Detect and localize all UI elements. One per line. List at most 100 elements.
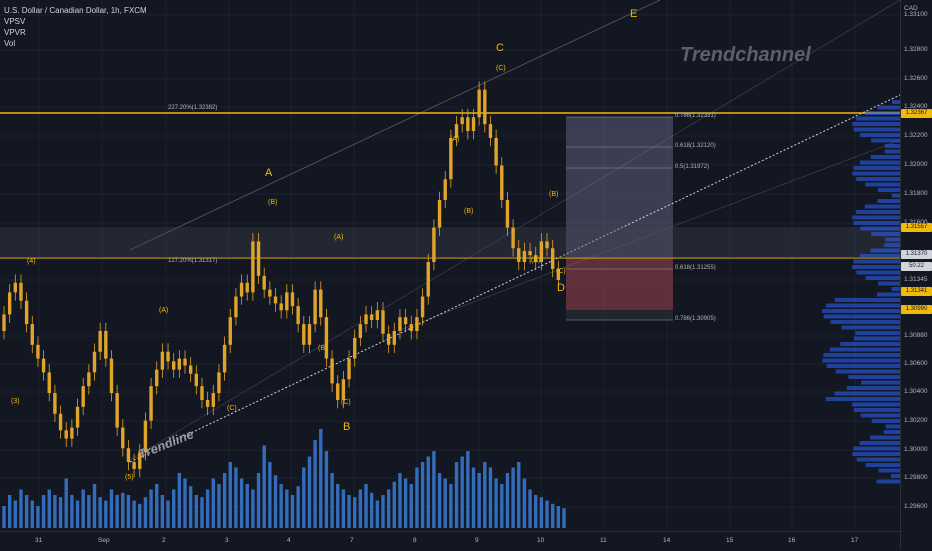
candle-body (488, 124, 493, 138)
position-zone-bottom (566, 258, 673, 310)
volume-bar (324, 451, 329, 528)
indicator-vpvr[interactable]: VPVR (4, 28, 26, 37)
wave-label-minor: (A) (531, 257, 541, 264)
volume-bar (381, 495, 385, 528)
volume-bar (143, 497, 148, 528)
volume-profile-bar (823, 314, 900, 319)
candle-body (155, 369, 159, 387)
volume-bar (466, 451, 470, 528)
position-zone-edge (566, 310, 673, 320)
volume-bar (319, 429, 323, 528)
volume-profile-bar (871, 232, 900, 236)
candle-body (109, 358, 114, 394)
candle-body (477, 89, 481, 118)
volume-bar (313, 440, 317, 528)
volume-bar (398, 473, 402, 528)
time-tick-label: 14 (663, 537, 671, 544)
candle-body (386, 333, 391, 345)
volume-profile-bar (890, 474, 900, 478)
wave-label-minor: (A) (450, 136, 460, 143)
candle-body (81, 386, 85, 407)
volume-bar (392, 481, 396, 528)
volume-profile-bar (825, 397, 900, 401)
volume-bar (437, 473, 442, 528)
volume-bar (285, 489, 289, 528)
volume-bar (234, 467, 238, 528)
volume-bar (500, 484, 504, 528)
candle-body (336, 383, 340, 400)
candle-body (239, 282, 244, 297)
volume-bar (358, 489, 363, 528)
volume-profile-bar (853, 446, 900, 451)
price-tag: 1.31370 (901, 250, 932, 259)
volume-bar (347, 495, 351, 528)
candle-body (200, 386, 204, 400)
wave-label-major: C (496, 42, 504, 54)
volume-profile-bar (860, 413, 900, 418)
volume-bar (41, 495, 46, 528)
price-axis[interactable] (900, 0, 932, 550)
candle-body (92, 351, 97, 373)
candle-body (539, 241, 544, 263)
volume-profile-bar (852, 215, 900, 220)
price-tick-label: 1.30200 (904, 417, 928, 424)
level-127-label: 127.20%(1.31317) (168, 258, 218, 264)
volume-profile-bar (855, 331, 900, 335)
candle-body (432, 227, 436, 263)
volume-profile-bar (885, 424, 900, 429)
price-tick-label: 1.29600 (904, 503, 928, 510)
candle-body (550, 248, 555, 269)
volume-bar (172, 489, 176, 528)
candle-body (290, 292, 295, 307)
candle-body (19, 282, 23, 301)
candle-body (2, 314, 6, 332)
volume-profile-bar (852, 171, 900, 176)
volume-bar (92, 484, 97, 528)
indicator-vpsv[interactable]: VPSV (4, 17, 26, 26)
volume-bar (268, 462, 272, 528)
volume-bar (522, 478, 527, 528)
fib-label: 0.786(1.30905) (675, 316, 716, 322)
volume-bar (471, 467, 476, 528)
volume-profile-bar (834, 298, 900, 302)
volume-profile-bar (870, 435, 900, 440)
volume-bar (115, 495, 119, 528)
volume-profile-bar (853, 408, 900, 412)
volume-profile-bar (884, 144, 900, 148)
volume-profile-bar (853, 127, 900, 132)
volume-bar (415, 467, 419, 528)
wave-label-major: D (557, 282, 565, 294)
candle-body (234, 296, 238, 318)
candle-body (426, 262, 430, 297)
volume-bar (353, 497, 357, 528)
volume-bar (454, 462, 459, 528)
volume-profile-bar (860, 226, 900, 231)
price-tag: 1.30990 (901, 305, 932, 314)
candle-body (121, 427, 125, 449)
time-tick-label: 2 (162, 537, 166, 544)
candle-body (556, 268, 561, 280)
volume-bar (160, 495, 165, 528)
time-axis[interactable] (0, 531, 900, 551)
volume-bar (211, 478, 215, 528)
candle-body (53, 393, 57, 414)
channel-upper-line (129, 0, 661, 251)
time-tick-label: 16 (788, 537, 796, 544)
indicator-vol[interactable]: Vol (4, 39, 16, 48)
volume-profile-bar (883, 430, 900, 434)
volume-bar (166, 500, 170, 528)
volume-profile-bar (865, 463, 900, 467)
candle-body (505, 199, 510, 228)
channel-mid-line (129, 0, 901, 461)
wave-label-minor: (C) (341, 399, 351, 406)
volume-profile-bar (853, 221, 900, 225)
volume-bar (273, 475, 278, 528)
volume-bar (364, 484, 368, 528)
volume-profile-bar (840, 342, 900, 346)
volume-bar (449, 484, 453, 528)
volume-bar (30, 500, 34, 528)
price-tag: 1.32367 (901, 109, 932, 118)
volume-bar (562, 508, 566, 528)
volume-bar (477, 473, 481, 528)
